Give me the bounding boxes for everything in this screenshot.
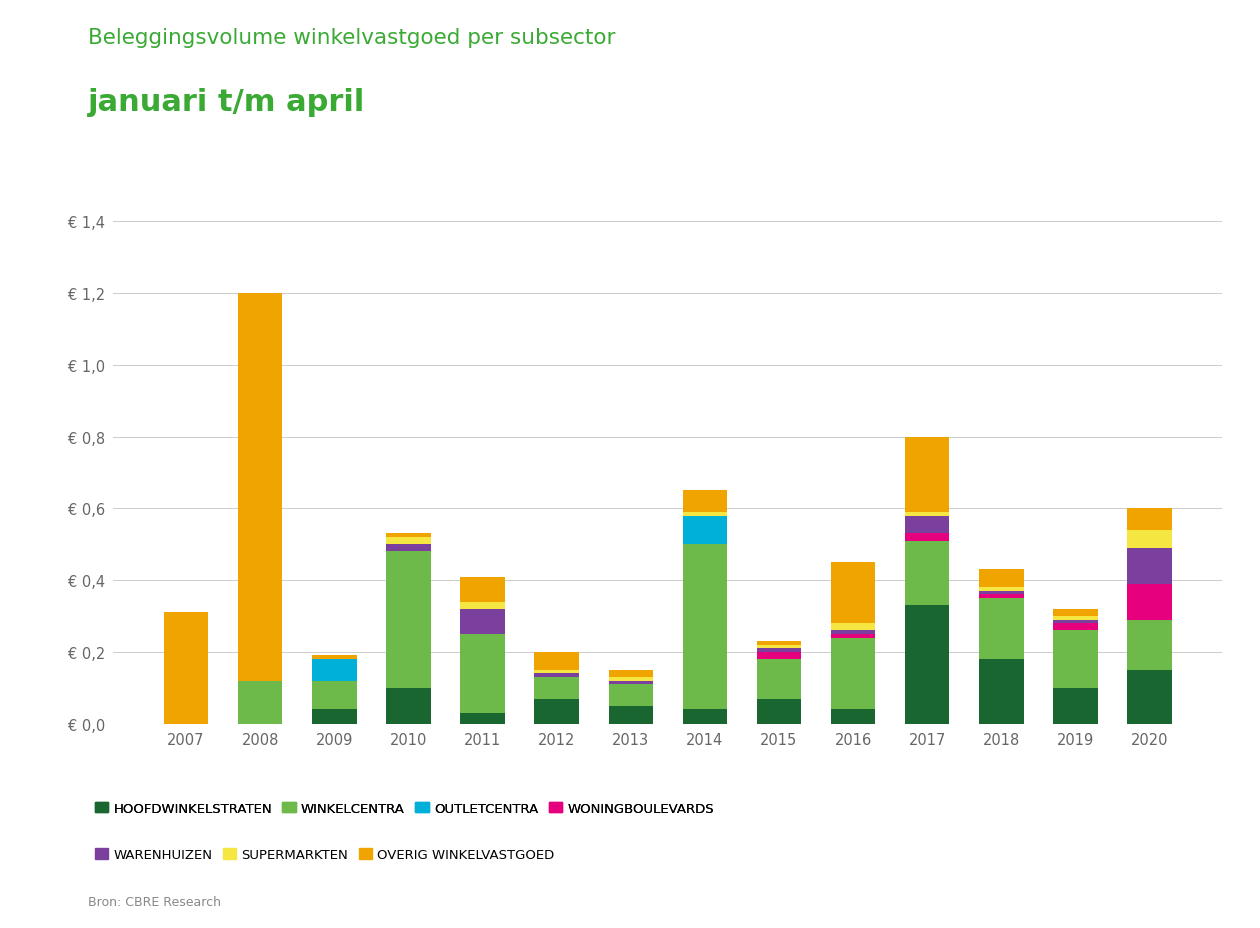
Bar bbox=[164, 612, 208, 724]
Bar bbox=[1053, 631, 1097, 688]
Bar bbox=[757, 652, 801, 659]
Bar bbox=[757, 645, 801, 649]
Bar bbox=[534, 674, 578, 677]
Bar bbox=[460, 609, 505, 634]
Legend: HOOFDWINKELSTRATEN, WINKELCENTRA, OUTLETCENTRA, WONINGBOULEVARDS: HOOFDWINKELSTRATEN, WINKELCENTRA, OUTLET… bbox=[94, 802, 713, 815]
Bar bbox=[386, 537, 431, 545]
Bar bbox=[238, 681, 282, 724]
Bar bbox=[757, 649, 801, 652]
Bar bbox=[238, 294, 282, 681]
Bar bbox=[1128, 620, 1172, 670]
Bar bbox=[830, 562, 876, 624]
Bar bbox=[1128, 670, 1172, 724]
Bar bbox=[534, 670, 578, 674]
Bar bbox=[386, 545, 431, 552]
Bar bbox=[905, 437, 950, 512]
Bar bbox=[683, 710, 727, 724]
Bar bbox=[1053, 624, 1097, 631]
Bar bbox=[1053, 620, 1097, 624]
Bar bbox=[1053, 616, 1097, 620]
Bar bbox=[609, 681, 653, 685]
Bar bbox=[386, 534, 431, 537]
Bar bbox=[979, 570, 1023, 587]
Text: Beleggingsvolume winkelvastgoed per subsector: Beleggingsvolume winkelvastgoed per subs… bbox=[88, 28, 616, 48]
Bar bbox=[757, 659, 801, 699]
Bar bbox=[1128, 584, 1172, 620]
Bar bbox=[830, 638, 876, 710]
Legend: WARENHUIZEN, SUPERMARKTEN, OVERIG WINKELVASTGOED: WARENHUIZEN, SUPERMARKTEN, OVERIG WINKEL… bbox=[94, 848, 554, 861]
Bar bbox=[905, 541, 950, 606]
Bar bbox=[460, 634, 505, 713]
Bar bbox=[979, 591, 1023, 595]
Bar bbox=[1053, 688, 1097, 724]
Bar bbox=[312, 656, 357, 659]
Bar bbox=[609, 677, 653, 681]
Bar bbox=[386, 552, 431, 688]
Bar bbox=[312, 710, 357, 724]
Bar bbox=[609, 685, 653, 706]
Bar bbox=[905, 606, 950, 724]
Bar bbox=[905, 534, 950, 541]
Bar bbox=[757, 699, 801, 724]
Bar bbox=[905, 516, 950, 534]
Bar bbox=[1053, 609, 1097, 616]
Bar bbox=[609, 706, 653, 724]
Bar bbox=[460, 602, 505, 609]
Text: Bron: CBRE Research: Bron: CBRE Research bbox=[88, 895, 222, 908]
Bar bbox=[979, 587, 1023, 591]
Bar bbox=[1128, 548, 1172, 584]
Bar bbox=[460, 713, 505, 724]
Bar bbox=[312, 681, 357, 710]
Bar bbox=[1128, 509, 1172, 530]
Bar bbox=[683, 516, 727, 545]
Bar bbox=[757, 641, 801, 645]
Text: januari t/m april: januari t/m april bbox=[88, 88, 365, 117]
Bar bbox=[979, 599, 1023, 659]
Bar bbox=[830, 634, 876, 638]
Bar bbox=[905, 512, 950, 516]
Bar bbox=[312, 659, 357, 681]
Bar bbox=[609, 670, 653, 677]
Bar bbox=[534, 699, 578, 724]
Bar bbox=[534, 652, 578, 670]
Bar bbox=[683, 491, 727, 512]
Bar bbox=[1128, 530, 1172, 548]
Bar bbox=[683, 512, 727, 516]
Bar bbox=[534, 677, 578, 699]
Bar bbox=[979, 595, 1023, 599]
Bar bbox=[830, 624, 876, 631]
Bar bbox=[683, 545, 727, 710]
Bar bbox=[830, 710, 876, 724]
Bar bbox=[386, 688, 431, 724]
Bar bbox=[830, 631, 876, 634]
Bar bbox=[460, 577, 505, 602]
Bar bbox=[979, 659, 1023, 724]
